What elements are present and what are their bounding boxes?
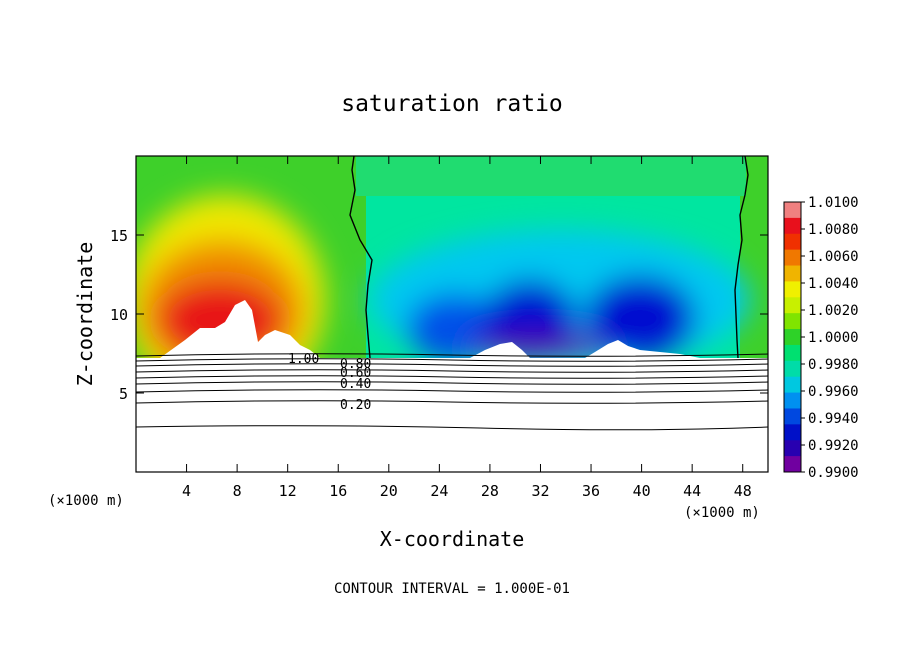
colorbar-tick-label: 0.9940 [808, 411, 859, 427]
x-unit-right: (×1000 m) [684, 505, 760, 521]
y-tick-label: 10 [110, 306, 128, 324]
colorbar-swatch [784, 344, 801, 362]
x-tick-label: 24 [430, 482, 448, 500]
colorbar-swatch [784, 202, 801, 219]
contour-label-0.20: 0.20 [340, 398, 371, 413]
contour-label-0.80: 0.80 [340, 357, 371, 372]
x-tick-label: 12 [279, 482, 297, 500]
x-tick-label: 40 [633, 482, 651, 500]
contour-line [135, 353, 769, 357]
colorbar-swatch [784, 233, 801, 251]
colorbar-swatch [784, 313, 801, 330]
x-tick-label: 16 [329, 482, 347, 500]
colorbar-swatch [784, 265, 801, 282]
colorbar-tick-label: 0.9960 [808, 384, 859, 400]
y-tick-label: 5 [119, 385, 128, 403]
contour-line [135, 425, 769, 431]
colorbar-swatch [784, 281, 801, 298]
colorbar-tick-label: 1.0080 [808, 222, 859, 238]
contour-line-1.00-b [734, 156, 749, 358]
contour-line [135, 369, 769, 373]
contour-label-0.60: 0.60 [340, 366, 371, 381]
contour-labels: 1.00 0.80 0.60 0.40 0.20 [288, 352, 371, 413]
x-tick-label: 44 [683, 482, 701, 500]
x-ticks: 4 8 12 16 20 24 28 32 36 40 44 48 [182, 156, 752, 500]
contour-line [135, 363, 769, 367]
white-gap-right [585, 340, 700, 358]
y-tick-label: 15 [110, 227, 128, 245]
chart-title: saturation ratio [341, 91, 563, 117]
contour-line-1.00-a [349, 156, 373, 358]
colorbar-swatch [784, 408, 801, 425]
contour-line [135, 389, 769, 393]
colorbar-tick-label: 0.9980 [808, 357, 859, 373]
contour-label-1.00: 1.00 [288, 352, 319, 367]
colorbar-swatch [784, 424, 801, 441]
colorbar-tick-label: 0.9900 [808, 465, 859, 481]
x-tick-label: 28 [481, 482, 499, 500]
contour-line [135, 381, 769, 385]
x-tick-label: 48 [734, 482, 752, 500]
x-tick-label: 36 [582, 482, 600, 500]
colorbar-swatch [784, 297, 801, 314]
colorbar-swatch [784, 217, 801, 235]
colorbar-swatch [784, 440, 801, 457]
x-tick-label: 20 [380, 482, 398, 500]
colorbar-tick-label: 0.9920 [808, 438, 859, 454]
colorbar-tick-label: 1.0060 [808, 249, 859, 265]
x-unit-left: (×1000 m) [48, 493, 124, 509]
contour-line [135, 375, 769, 379]
colorbar-swatch [784, 376, 801, 394]
saturation-field [136, 156, 768, 358]
colorbar-tick-label: 1.0000 [808, 330, 859, 346]
x-axis-label: X-coordinate [380, 527, 525, 551]
colorbar-swatch [784, 456, 801, 473]
x-tick-label: 8 [233, 482, 242, 500]
colorbar-tick-label: 1.0100 [808, 195, 859, 211]
dry-region-blue-3 [585, 276, 695, 358]
field-top-green [356, 156, 746, 196]
colorbar-swatch [784, 249, 801, 267]
colorbar-swatch [784, 329, 801, 346]
colorbar-tick-label: 1.0040 [808, 276, 859, 292]
contour-line [135, 358, 769, 362]
white-gap-left [160, 300, 320, 358]
lower-contours [135, 353, 769, 431]
contour-label-0.40: 0.40 [340, 377, 371, 392]
colorbar: 1.0100 1.0080 1.0060 1.0040 1.0020 1.0000 0.99… [783, 195, 859, 481]
y-axis-label: Z-coordinate [73, 242, 97, 387]
white-gap-mid [470, 342, 530, 358]
colorbar-swatch [784, 360, 801, 378]
x-tick-label: 32 [531, 482, 549, 500]
colorbar-tick-label: 1.0020 [808, 303, 859, 319]
contour-interval-note: CONTOUR INTERVAL = 1.000E-01 [334, 581, 570, 597]
plot-area: 1.00 0.80 0.60 0.40 0.20 4 8 12 16 20 24 28 32 3… [110, 155, 769, 500]
y-ticks: 5 10 15 [110, 227, 768, 403]
contour-line [135, 400, 769, 404]
colorbar-swatch [784, 392, 801, 409]
x-tick-label: 4 [182, 482, 191, 500]
